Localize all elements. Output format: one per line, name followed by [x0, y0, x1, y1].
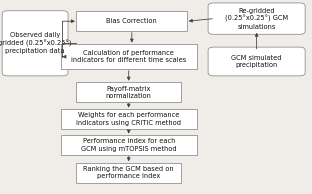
- Text: Re-gridded
(0.25°x0.25°) GCM
simulations: Re-gridded (0.25°x0.25°) GCM simulations: [225, 8, 288, 29]
- Text: Observed daily
gridded (0.25°x0.25°)
precipitation data: Observed daily gridded (0.25°x0.25°) pre…: [0, 32, 72, 54]
- FancyBboxPatch shape: [61, 135, 197, 155]
- FancyBboxPatch shape: [208, 47, 305, 76]
- FancyBboxPatch shape: [61, 109, 197, 129]
- Text: Ranking the GCM based on
performance index: Ranking the GCM based on performance ind…: [83, 166, 174, 179]
- Text: Performance index for each
GCM using mTOPSIS method: Performance index for each GCM using mTO…: [81, 139, 177, 152]
- FancyBboxPatch shape: [76, 82, 181, 102]
- Text: Payoff-matrix
normalization: Payoff-matrix normalization: [106, 86, 152, 99]
- FancyBboxPatch shape: [76, 163, 181, 183]
- Text: Weights for each performance
indicators using CRITIC method: Weights for each performance indicators …: [76, 113, 181, 126]
- Text: Bias Correction: Bias Correction: [106, 18, 157, 24]
- FancyBboxPatch shape: [208, 3, 305, 34]
- Text: GCM simulated
precipitation: GCM simulated precipitation: [232, 55, 282, 68]
- Text: Calculation of performance
indicators for different time scales: Calculation of performance indicators fo…: [71, 50, 186, 63]
- FancyBboxPatch shape: [61, 44, 197, 69]
- FancyBboxPatch shape: [76, 11, 187, 31]
- FancyBboxPatch shape: [2, 11, 68, 76]
